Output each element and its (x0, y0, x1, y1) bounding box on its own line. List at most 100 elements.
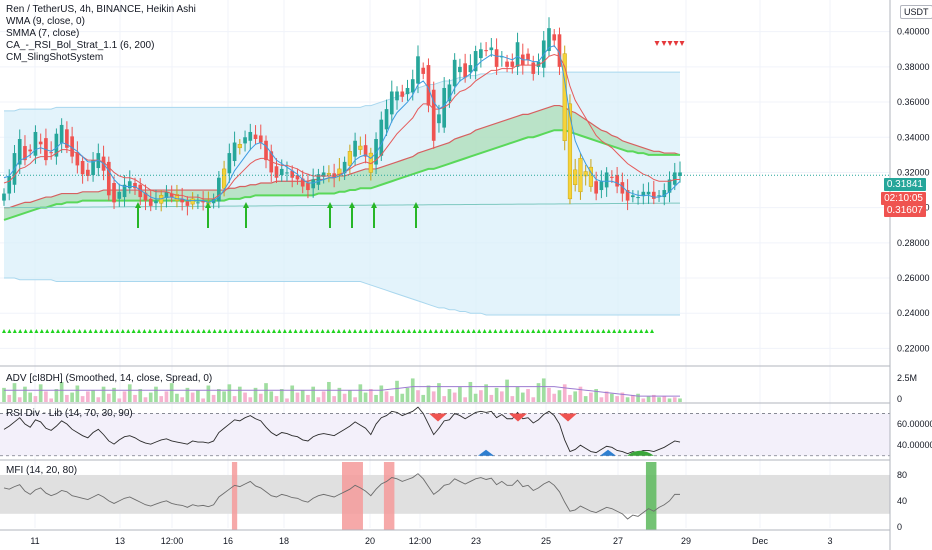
candle-body[interactable] (431, 89, 436, 141)
candle-body[interactable] (416, 56, 420, 84)
candle-body[interactable] (536, 61, 541, 67)
candle-body[interactable] (557, 34, 562, 67)
candle-body[interactable] (583, 171, 588, 177)
candle-body[interactable] (174, 194, 180, 201)
candle-body[interactable] (447, 84, 452, 102)
candle-body[interactable] (342, 161, 347, 174)
candle-body[interactable] (588, 166, 593, 187)
candle-body[interactable] (143, 192, 148, 201)
candle-body[interactable] (678, 172, 682, 176)
candle-body[interactable] (400, 91, 405, 97)
candle-body[interactable] (646, 191, 651, 195)
candle-body[interactable] (353, 140, 357, 157)
candle-body[interactable] (80, 161, 85, 175)
legend-wma[interactable]: WMA (9, close, 0) (6, 16, 85, 27)
symbol-title[interactable]: Ren / TetherUS, 4h, BINANCE, Heikin Ashi (6, 4, 196, 15)
candle-body[interactable] (264, 140, 268, 161)
candle-body[interactable] (463, 63, 467, 78)
candle-body[interactable] (631, 195, 635, 198)
candle-body[interactable] (667, 179, 672, 193)
candle-body[interactable] (138, 184, 143, 198)
candle-body[interactable] (468, 65, 473, 73)
candle-body[interactable] (38, 141, 43, 145)
candle-body[interactable] (651, 191, 656, 199)
candle-body[interactable] (347, 151, 352, 166)
candle-body[interactable] (164, 191, 169, 198)
candle-body[interactable] (258, 135, 263, 143)
candle-body[interactable] (290, 170, 295, 178)
candle-body[interactable] (610, 176, 614, 178)
candle-body[interactable] (421, 67, 426, 74)
mfi-pane[interactable] (0, 462, 890, 530)
legend-slingshot[interactable]: CM_SlingShotSystem (6, 52, 104, 63)
candle-body[interactable] (33, 131, 38, 156)
candle-body[interactable] (672, 172, 677, 185)
candle-body[interactable] (395, 91, 399, 101)
candle-body[interactable] (437, 114, 441, 124)
candle-body[interactable] (505, 61, 509, 67)
candle-body[interactable] (17, 139, 22, 165)
candle-body[interactable] (599, 181, 604, 191)
candle-body[interactable] (295, 175, 300, 180)
rsi-pane[interactable] (0, 406, 890, 457)
candle-body[interactable] (479, 49, 483, 59)
candle-body[interactable] (494, 49, 499, 67)
candle-body[interactable] (562, 53, 567, 142)
candle-body[interactable] (620, 182, 625, 194)
candle-body[interactable] (86, 169, 90, 176)
candle-body[interactable] (7, 175, 12, 194)
mfi-pane-title[interactable]: MFI (14, 20, 80) (6, 465, 78, 476)
candle-body[interactable] (458, 66, 462, 73)
candle-body[interactable] (122, 184, 127, 198)
candle-body[interactable] (526, 53, 530, 60)
candle-body[interactable] (243, 137, 247, 144)
candle-body[interactable] (279, 168, 284, 176)
candle-body[interactable] (300, 178, 305, 187)
candle-body[interactable] (636, 197, 640, 199)
candle-body[interactable] (374, 139, 378, 165)
price-pane[interactable] (0, 17, 890, 333)
candle-body[interactable] (112, 183, 116, 203)
candle-body[interactable] (253, 134, 258, 140)
candle-body[interactable] (615, 175, 619, 187)
candle-body[interactable] (489, 47, 494, 51)
candle-body[interactable] (594, 181, 598, 194)
candle-body[interactable] (641, 191, 646, 197)
candle-body[interactable] (28, 149, 33, 152)
candle-body[interactable] (185, 201, 190, 206)
currency-label[interactable]: USDT (900, 5, 932, 19)
candle-body[interactable] (657, 195, 661, 197)
candle-body[interactable] (552, 34, 557, 41)
candle-body[interactable] (117, 191, 122, 199)
candle-body[interactable] (311, 179, 316, 189)
candle-body[interactable] (2, 193, 6, 201)
candle-body[interactable] (389, 91, 394, 115)
candle-body[interactable] (285, 172, 289, 174)
candle-body[interactable] (190, 198, 195, 205)
candle-body[interactable] (547, 28, 551, 52)
candle-body[interactable] (91, 160, 95, 176)
candle-body[interactable] (321, 172, 326, 177)
legend-rsi-bol-strat[interactable]: CA_-_RSI_Bol_Strat_1.1 (6, 200) (6, 40, 155, 51)
candle-body[interactable] (452, 59, 457, 87)
rsi-pane-title[interactable]: RSI Div - Lib (14, 70, 30, 90) (6, 408, 133, 419)
candle-body[interactable] (379, 119, 384, 156)
candle-body[interactable] (169, 193, 174, 198)
candle-body[interactable] (248, 131, 253, 141)
adv-pane-title[interactable]: ADV [cI8DH] (Smoothed, 14, close, Spread… (6, 373, 213, 384)
candle-body[interactable] (567, 103, 573, 200)
candle-body[interactable] (662, 190, 667, 198)
candle-body[interactable] (70, 136, 74, 157)
candle-body[interactable] (54, 133, 59, 157)
candle-body[interactable] (59, 124, 64, 144)
adv-pane[interactable] (2, 378, 682, 402)
candle-body[interactable] (154, 200, 158, 204)
candle-body[interactable] (484, 50, 488, 52)
candle-body[interactable] (201, 200, 205, 203)
candle-body[interactable] (65, 129, 69, 148)
candle-body[interactable] (473, 51, 478, 72)
candle-body[interactable] (237, 144, 242, 149)
candle-body[interactable] (384, 109, 389, 130)
candle-body[interactable] (531, 62, 536, 74)
